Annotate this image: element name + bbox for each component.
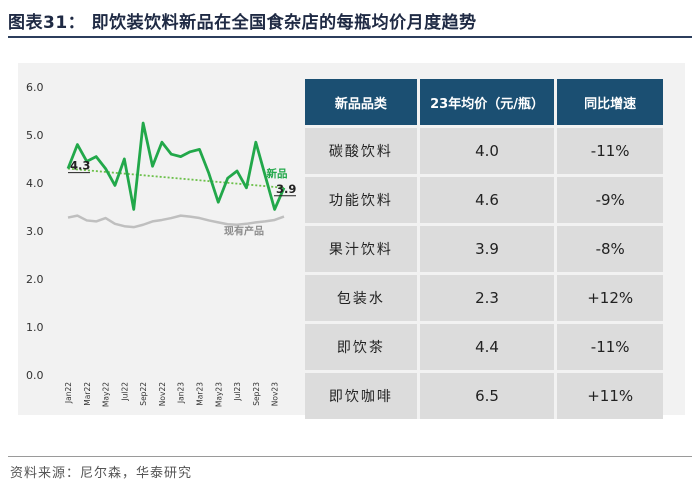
cell-avg-price: 4.0: [416, 128, 555, 174]
y-tick-label: 4.0: [26, 177, 44, 190]
cell-category: 包装水: [305, 275, 417, 321]
x-tick-label: Mar23: [195, 382, 204, 406]
table-row: 包装水 2.3 +12%: [305, 275, 663, 321]
cell-yoy-growth: -9%: [554, 177, 663, 223]
y-tick-label: 2.0: [26, 273, 44, 286]
series-line-new-products: [66, 121, 286, 211]
cell-category: 果汁饮料: [305, 226, 417, 272]
source-rule: [8, 456, 692, 457]
x-tick-label: Jul22: [120, 382, 129, 402]
y-tick-label: 5.0: [26, 129, 44, 142]
x-tick-label: Nov23: [271, 382, 280, 406]
header-yoy-growth: 同比增速: [554, 79, 663, 125]
x-tick-label: Sep23: [252, 382, 261, 406]
x-tick-label: Sep22: [139, 382, 148, 406]
cell-yoy-growth: -11%: [554, 128, 663, 174]
cell-avg-price: 6.5: [416, 373, 555, 419]
header-avg-price: 23年均价（元/瓶）: [416, 79, 555, 125]
y-tick-label: 3.0: [26, 225, 44, 238]
table-row: 果汁饮料 3.9 -8%: [305, 226, 663, 272]
x-tick-label: Jul23: [233, 382, 242, 402]
cell-category: 功能饮料: [305, 177, 417, 223]
cell-avg-price: 4.6: [416, 177, 555, 223]
table-header-row: 新品品类 23年均价（元/瓶） 同比增速: [305, 79, 663, 125]
cell-yoy-growth: -11%: [554, 324, 663, 370]
cell-category: 即饮茶: [305, 324, 417, 370]
x-tick-label: Jan22: [64, 382, 73, 404]
table-row: 碳酸饮料 4.0 -11%: [305, 128, 663, 174]
cell-yoy-growth: -8%: [554, 226, 663, 272]
table-row: 即饮咖啡 6.5 +11%: [305, 373, 663, 419]
price-trend-chart: 0.0 1.0 2.0 3.0 4.0 5.0 6.0 Jan22 Mar22 May22 Jul2…: [26, 81, 296, 407]
figure-title: 图表31： 即饮装饮料新品在全国食杂店的每瓶均价月度趋势: [8, 13, 477, 33]
cell-yoy-growth: +12%: [554, 275, 663, 321]
cell-category: 即饮咖啡: [305, 373, 417, 419]
header-category: 新品品类: [305, 79, 417, 125]
source-note: 资料来源：尼尔森，华泰研究: [10, 466, 193, 481]
table-row: 即饮茶 4.4 -11%: [305, 324, 663, 370]
legend-label-existing-products: 现有产品: [224, 225, 264, 238]
x-tick-label: Mar22: [83, 382, 92, 406]
category-price-table: 新品品类 23年均价（元/瓶） 同比增速 碳酸饮料 4.0 -11% 功能饮料 …: [305, 76, 663, 422]
cell-avg-price: 4.4: [416, 324, 555, 370]
x-tick-label: May22: [102, 382, 111, 407]
x-tick-label: Jan23: [177, 382, 186, 404]
y-tick-label: 1.0: [26, 321, 44, 334]
cell-avg-price: 3.9: [416, 226, 555, 272]
legend-label-new-products: 新品: [267, 167, 288, 180]
trend-end-label: 3.9: [276, 182, 296, 196]
title-rule: [8, 36, 692, 38]
trend-line: [67, 167, 285, 189]
y-tick-label: 6.0: [26, 81, 44, 94]
cell-yoy-growth: +11%: [554, 373, 663, 419]
trend-start-label: 4.3: [70, 159, 90, 173]
cell-avg-price: 2.3: [416, 275, 555, 321]
y-tick-label: 0.0: [26, 369, 44, 382]
series-line-existing-products: [67, 214, 285, 229]
x-tick-label: May23: [214, 382, 223, 407]
x-tick-label: Nov22: [158, 382, 167, 406]
table-row: 功能饮料 4.6 -9%: [305, 177, 663, 223]
cell-category: 碳酸饮料: [305, 128, 417, 174]
